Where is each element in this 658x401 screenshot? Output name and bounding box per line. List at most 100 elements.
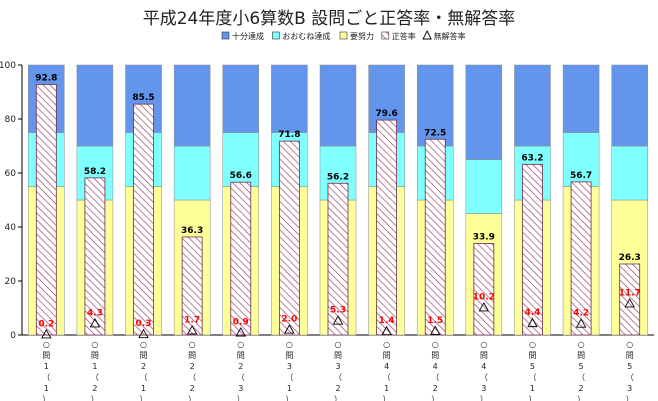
correct-rate-label: 72.5: [424, 128, 446, 138]
category-label: ）: [188, 395, 196, 401]
category-label: 1: [384, 384, 389, 393]
y-tick-label: 0: [10, 331, 16, 341]
category-label: （: [577, 373, 585, 382]
category-label: ○: [578, 340, 585, 349]
legend-swatch: [381, 31, 390, 40]
category-label: 問: [480, 351, 488, 360]
category-label: （: [626, 373, 634, 382]
correct-rate-bar: [133, 103, 154, 336]
category-label: 2: [190, 384, 195, 393]
category-label: ○: [189, 340, 196, 349]
category-label: 問: [91, 351, 99, 360]
category-label: （: [383, 373, 391, 382]
no-answer-label: 5.3: [330, 306, 346, 316]
category-label: 4: [384, 362, 389, 371]
category-label: 問: [528, 351, 536, 360]
category-label: （: [431, 373, 439, 382]
no-answer-label: 1.4: [379, 316, 395, 326]
category-label: 問: [42, 351, 50, 360]
category-label: 2: [433, 384, 438, 393]
category-label: 1: [44, 362, 49, 371]
band-oomune: [465, 159, 503, 214]
category-label: ○: [140, 340, 147, 349]
category-label: ）: [91, 395, 99, 401]
correct-rate-bar: [230, 181, 252, 336]
category-label: 4: [433, 362, 438, 371]
no-answer-marker: [624, 297, 635, 308]
legend-label: 要努力: [350, 31, 374, 41]
category-label: 1: [141, 384, 146, 393]
no-answer-marker: [41, 329, 52, 339]
correct-rate-bar: [35, 84, 57, 336]
band-judo: [465, 64, 503, 160]
category-label: ）: [285, 395, 293, 401]
category-label: ○: [237, 340, 244, 349]
y-tick-label: 100: [0, 61, 16, 71]
category-label: （: [42, 373, 50, 382]
category-label: ○: [286, 340, 293, 349]
category-label: ○: [43, 340, 50, 349]
category-label: （: [285, 373, 293, 382]
category-label: ）: [480, 395, 488, 401]
category-label: ○: [626, 340, 633, 349]
category-label: （: [480, 373, 488, 382]
legend-swatch: [339, 31, 348, 40]
band-judo: [271, 64, 308, 133]
category-label: 2: [141, 362, 146, 371]
correct-rate-label: 33.9: [473, 232, 495, 242]
category-label: ）: [528, 395, 536, 401]
category-label: ）: [431, 395, 439, 401]
no-answer-marker: [89, 317, 101, 328]
legend-swatch: [221, 31, 230, 40]
category-label: 問: [383, 351, 391, 360]
category-label: 5: [579, 362, 584, 371]
legend-label: おおむね達成: [282, 31, 330, 41]
no-answer-label: 10.2: [473, 292, 495, 302]
correct-rate-label: 36.3: [181, 226, 203, 236]
category-label: ○: [432, 340, 439, 349]
category-label: 4: [481, 362, 486, 371]
legend-triangle-icon: [422, 29, 432, 40]
category-label: 問: [237, 351, 245, 360]
category-label: （: [140, 373, 148, 382]
correct-rate-bar: [473, 243, 495, 336]
category-label: ）: [334, 395, 342, 401]
category-label: 問: [577, 351, 585, 360]
correct-rate-label: 56.7: [570, 171, 592, 181]
category-label: 問: [140, 351, 148, 360]
band-judo: [514, 64, 551, 147]
band-judo: [222, 64, 260, 133]
band-judo: [319, 64, 357, 147]
category-label: ）: [140, 395, 148, 401]
correct-rate-bar: [522, 163, 543, 336]
legend-item: 正答率: [381, 31, 416, 41]
correct-rate-label: 71.8: [278, 130, 300, 140]
category-label: 5: [627, 362, 632, 371]
band-judo: [416, 64, 454, 147]
no-answer-label: 4.2: [573, 309, 589, 319]
band-judo: [173, 64, 211, 147]
category-label: ）: [42, 395, 50, 401]
band-oomune: [173, 145, 211, 201]
correct-rate-label: 92.8: [35, 73, 57, 83]
correct-rate-bar: [181, 236, 203, 336]
category-label: ）: [626, 395, 634, 401]
no-answer-marker: [186, 324, 198, 335]
category-label: 問: [334, 351, 342, 360]
category-label: （: [188, 373, 196, 382]
category-label: ○: [335, 340, 342, 349]
correct-rate-bar: [424, 138, 446, 336]
category-label: 2: [92, 384, 97, 393]
no-answer-marker: [527, 317, 538, 328]
category-label: 問: [431, 351, 439, 360]
category-label: 3: [238, 384, 243, 393]
category-label: 2: [190, 362, 195, 371]
band-judo: [562, 64, 600, 133]
category-label: 問: [626, 351, 634, 360]
no-answer-label: 1.5: [427, 316, 443, 326]
legend-item: 無解答率: [422, 29, 466, 41]
correct-rate-bar: [376, 119, 398, 336]
category-label: （: [528, 373, 536, 382]
legend-item: おおむね達成: [272, 31, 330, 41]
